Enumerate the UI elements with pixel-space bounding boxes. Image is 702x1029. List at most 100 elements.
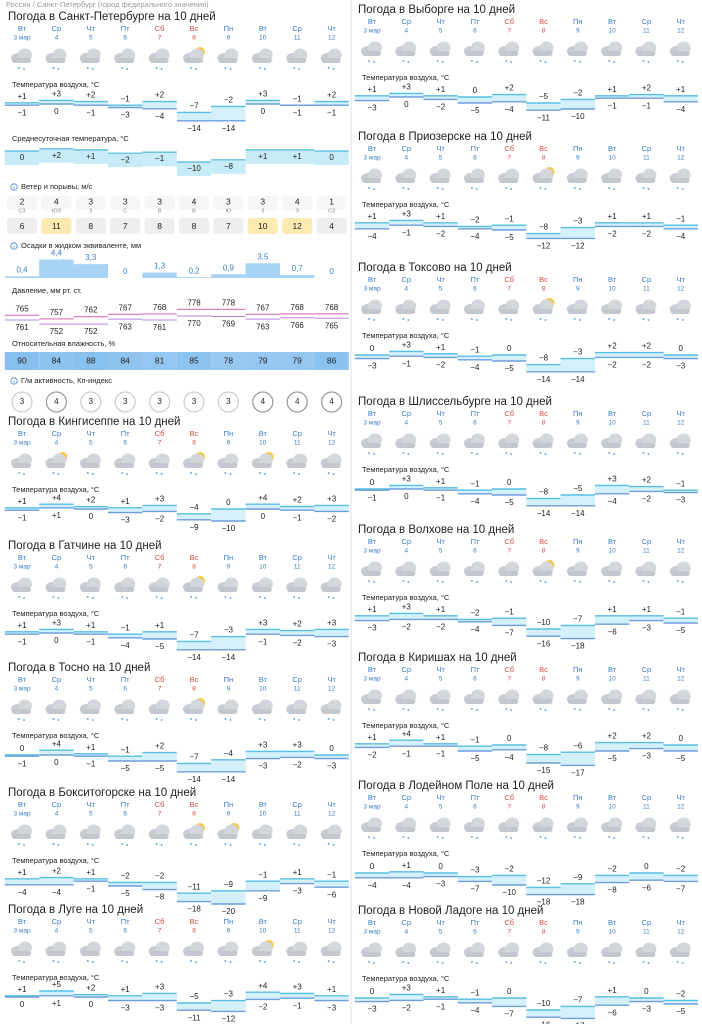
precip-dot (407, 61, 410, 63)
day-name: Ср (642, 17, 652, 26)
day-name: Чт (87, 553, 96, 562)
city-title[interactable]: Погода в Гатчине на 10 дней (8, 540, 162, 552)
precip-dot (126, 597, 129, 599)
city-title[interactable]: Погода в Санкт-Петербурге на 10 дней (8, 11, 216, 23)
city-title[interactable]: Погода в Кингисеппе на 10 дней (8, 416, 180, 428)
precip-dot (676, 452, 679, 454)
temp-min: −3 (367, 1005, 377, 1014)
precip-dot (23, 597, 25, 599)
temp-max: −1 (121, 94, 131, 103)
precip-bar (73, 264, 108, 278)
precip-dot (642, 708, 645, 710)
day-date: 9 (576, 804, 580, 811)
cloud-icon (499, 309, 519, 314)
city-title[interactable]: Погода в Лодейном Поле на 10 дней (358, 780, 554, 792)
city-title[interactable]: Погода в Тосно на 10 дней (8, 662, 150, 674)
day-date: 10 (259, 440, 267, 447)
day-date: 10 (259, 811, 267, 818)
cloud-icon (115, 587, 135, 592)
temp-band (457, 97, 493, 103)
breadcrumb[interactable]: Россия / Санкт-Петербург (город федераль… (6, 0, 209, 9)
temp-min: −1 (327, 108, 337, 117)
pressure-min: 765 (325, 321, 339, 330)
precip-dot (373, 453, 375, 455)
temp-band (39, 629, 74, 633)
day-date: 7 (507, 420, 511, 427)
temp-band (245, 751, 280, 759)
avg-value: −10 (187, 164, 201, 173)
precip-dot (121, 843, 124, 845)
city-title[interactable]: Погода в Новой Ладоге на 10 дней (358, 905, 543, 917)
temp-band (457, 226, 493, 229)
cloud-icon (184, 834, 203, 839)
city-title[interactable]: Погода в Киришах на 10 дней (358, 652, 517, 664)
temp-max: +3 (258, 90, 268, 99)
day-date: 12 (328, 440, 336, 447)
cloud-icon (602, 571, 622, 576)
city-title[interactable]: Погода в Бокситогорске на 10 дней (8, 787, 196, 799)
precip-dot (476, 453, 478, 455)
day-name: Вт (608, 793, 617, 802)
precip-dot (368, 708, 370, 710)
day-name: Ср (52, 675, 62, 684)
city-title[interactable]: Погода в Волхове на 10 дней (358, 524, 514, 536)
precip-dot (402, 452, 405, 454)
temp-max: −12 (537, 877, 551, 886)
precip-dot (544, 453, 547, 455)
temp-min: −5 (505, 498, 515, 507)
city-title[interactable]: Погода в Приозерске на 10 дней (358, 131, 532, 143)
day-date: 5 (89, 440, 93, 447)
pressure-min: 752 (84, 327, 98, 336)
temp-band (389, 220, 424, 226)
precip-dot (86, 596, 89, 598)
city-title[interactable]: Погода в Шлиссельбурге на 10 дней (358, 396, 552, 408)
day-date: 7 (158, 686, 162, 693)
precip-dot (293, 596, 296, 598)
cloud-icon (430, 443, 450, 448)
gust-cell (7, 218, 37, 234)
city-title[interactable]: Погода в Выборге на 10 дней (358, 4, 515, 16)
pressure-max: 768 (325, 303, 339, 312)
city-title[interactable]: Погода в Токсово на 10 дней (358, 262, 512, 274)
precip-dot (224, 960, 227, 962)
day-name: Ср (402, 537, 412, 546)
day-date: 5 (89, 564, 93, 571)
day-date: 11 (643, 548, 650, 555)
cloud-icon (602, 827, 622, 832)
precip-dot (510, 581, 513, 583)
day-name: Вт (368, 918, 377, 927)
precip-dot (436, 580, 439, 582)
cloud-icon (464, 571, 484, 576)
temp-min: −3 (327, 762, 337, 771)
precip-dot (229, 961, 232, 963)
wind-speed: 3 (88, 196, 93, 206)
precip-dot (441, 837, 444, 839)
cloud-icon (115, 951, 135, 956)
temp-band (526, 233, 561, 239)
day-name: Вт (368, 144, 377, 153)
temp-band (280, 506, 315, 511)
day-date: 6 (473, 286, 477, 293)
temp-min: −14 (222, 653, 236, 662)
cloud-icon (321, 834, 341, 839)
wind-speed: 3 (260, 196, 265, 206)
temp-max: −7 (573, 615, 583, 624)
temp-min: −3 (258, 762, 268, 771)
cloud-icon (287, 709, 307, 714)
precip-dot (121, 596, 124, 598)
temp-min: −14 (187, 124, 201, 133)
wind-speed: 3 (157, 196, 162, 206)
kp-circle (252, 391, 274, 413)
city-title[interactable]: Погода в Луге на 10 дней (8, 904, 143, 916)
precip-dot (263, 473, 266, 475)
day-name: Чт (676, 275, 685, 284)
precip-dot (407, 453, 410, 455)
precip-dot (224, 67, 227, 69)
precip-dot (505, 60, 508, 62)
day-name: Пн (573, 144, 583, 153)
day-date: 4 (55, 686, 59, 693)
day-date: 8 (542, 286, 546, 293)
cloud-icon (218, 709, 238, 714)
temp-max: −8 (539, 223, 549, 232)
temp-label: Температура воздуха, °C (12, 80, 100, 89)
